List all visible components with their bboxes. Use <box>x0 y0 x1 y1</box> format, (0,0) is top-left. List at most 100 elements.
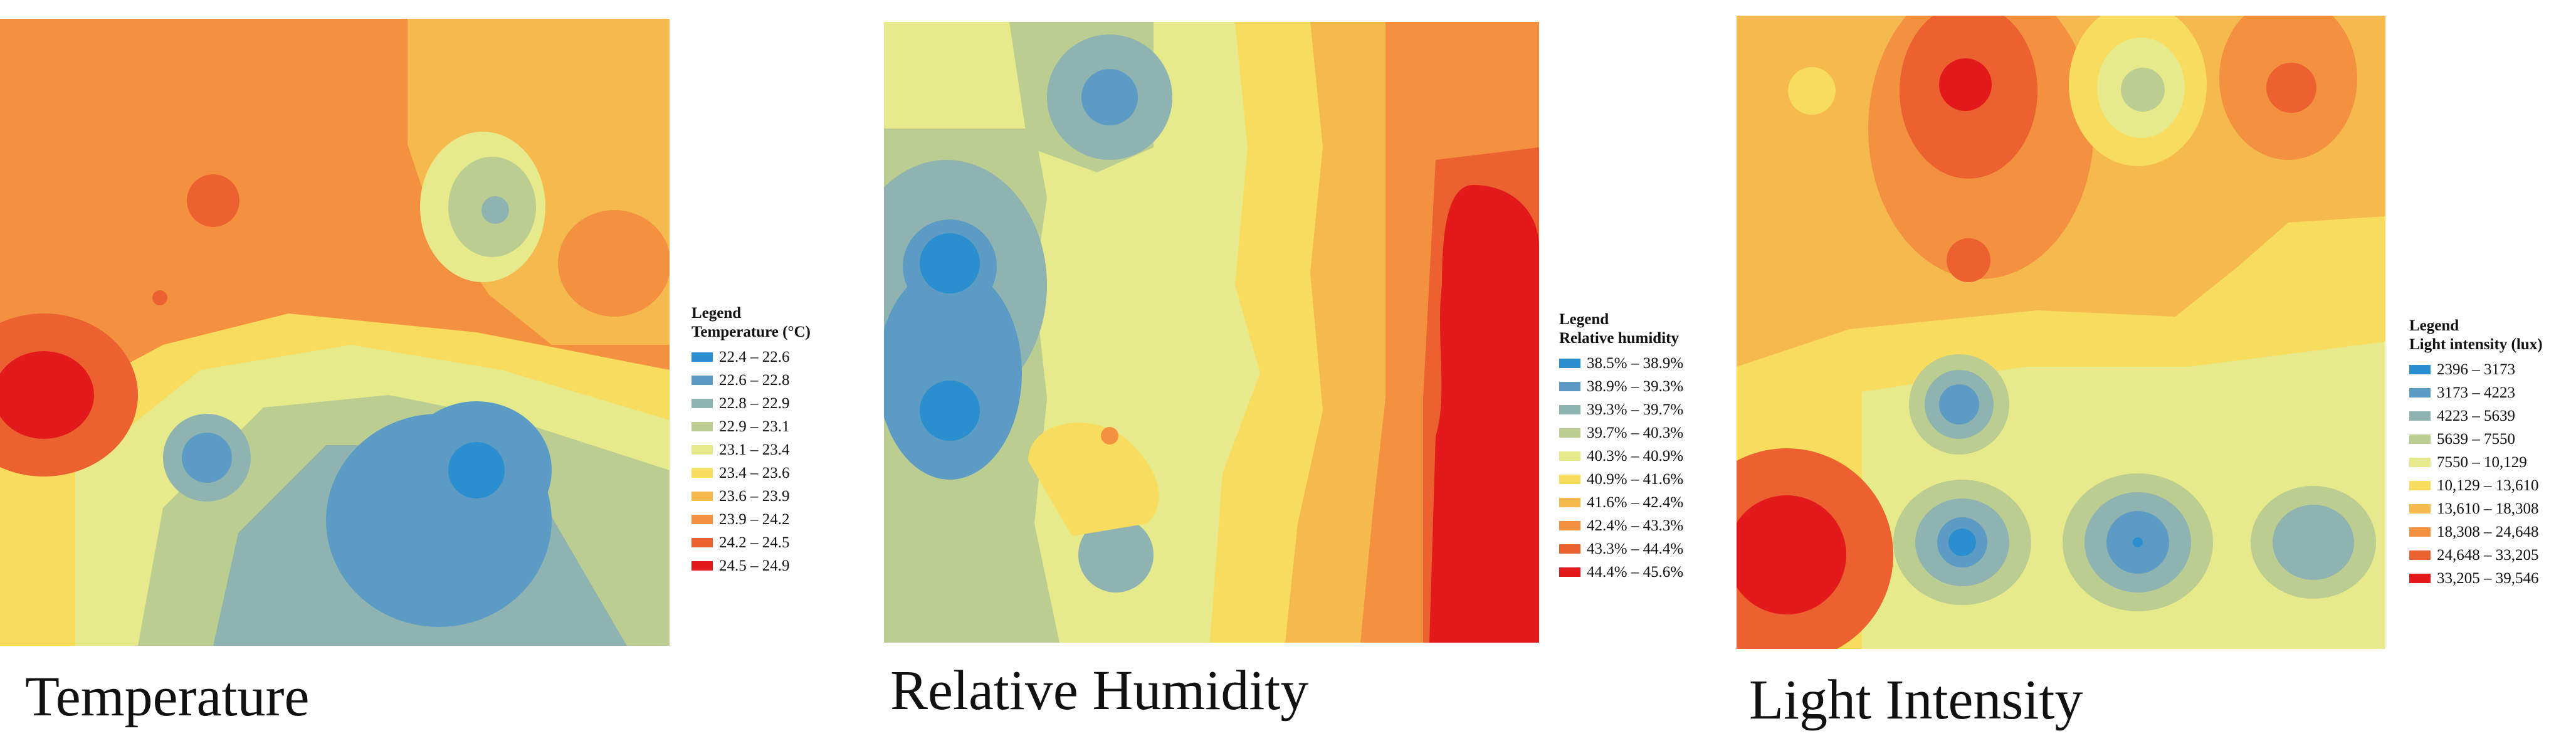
legend-label: 4223 – 5639 <box>2437 407 2515 424</box>
legend-label: 43.3% – 44.4% <box>1587 540 1684 557</box>
legend-label: 24.5 – 24.9 <box>719 557 790 574</box>
legend-label: 23.4 – 23.6 <box>719 464 790 482</box>
legend-item: 2396 – 3173 <box>2409 358 2543 381</box>
legend-subtitle: Temperature (°C) <box>691 324 811 340</box>
legend-item: 39.7% – 40.3% <box>1559 421 1683 445</box>
legend-swatch <box>1559 428 1580 438</box>
legend-swatch <box>1559 521 1580 530</box>
legend-item: 43.3% – 44.4% <box>1559 537 1683 561</box>
legend-swatch <box>2409 388 2431 398</box>
legend-item: 39.3% – 39.7% <box>1559 398 1683 421</box>
legend-label: 3173 – 4223 <box>2437 384 2515 401</box>
legend-item: 23.6 – 23.9 <box>691 485 811 508</box>
legend-swatch <box>691 561 713 571</box>
legend-swatch <box>1559 451 1580 461</box>
legend-label: 42.4% – 43.3% <box>1587 517 1684 534</box>
legend-item: 22.9 – 23.1 <box>691 415 811 438</box>
legend-item: 5639 – 7550 <box>2409 428 2543 451</box>
legend-item: 3173 – 4223 <box>2409 381 2543 404</box>
legend-item: 24,648 – 33,205 <box>2409 544 2543 567</box>
legend-items: 38.5% – 38.9% 38.9% – 39.3% 39.3% – 39.7… <box>1559 352 1683 584</box>
legend-label: 22.8 – 22.9 <box>719 394 790 412</box>
legend-label: 40.3% – 40.9% <box>1587 447 1684 465</box>
legend-swatch <box>691 445 713 455</box>
humidity-heatmap <box>884 22 1539 643</box>
legend-swatch <box>2409 481 2431 490</box>
legend-item: 38.9% – 39.3% <box>1559 375 1683 398</box>
legend-item: 40.3% – 40.9% <box>1559 445 1683 468</box>
legend-item: 7550 – 10,129 <box>2409 451 2543 474</box>
legend-item: 10,129 – 13,610 <box>2409 474 2543 497</box>
legend-label: 41.6% – 42.4% <box>1587 493 1684 511</box>
legend-item: 22.6 – 22.8 <box>691 369 811 392</box>
legend-label: 40.9% – 41.6% <box>1587 470 1684 488</box>
legend-swatch <box>2409 411 2431 421</box>
legend-swatch <box>691 538 713 547</box>
legend-title: Legend <box>1559 311 1609 328</box>
legend-label: 24.2 – 24.5 <box>719 534 790 551</box>
legend-swatch <box>691 422 713 431</box>
legend-label: 13,610 – 18,308 <box>2437 500 2539 517</box>
legend-title: Legend <box>2409 317 2459 334</box>
legend-label: 44.4% – 45.6% <box>1587 563 1684 581</box>
legend-label: 22.9 – 23.1 <box>719 418 790 435</box>
temperature-heatmap <box>0 19 670 646</box>
light-panel: Legend Light intensity (lux) 2396 – 3173… <box>1737 0 2576 753</box>
legend-swatch <box>691 352 713 362</box>
legend-label: 24,648 – 33,205 <box>2437 546 2539 564</box>
temperature-caption: Temperature <box>25 666 310 728</box>
legend-swatch <box>691 492 713 501</box>
legend-subtitle: Relative humidity <box>1559 330 1679 347</box>
legend-label: 38.5% – 38.9% <box>1587 354 1684 372</box>
legend-item: 23.1 – 23.4 <box>691 438 811 461</box>
legend-swatch <box>691 376 713 385</box>
temperature-legend: Legend Temperature (°C) 22.4 – 22.6 22.6… <box>691 304 811 577</box>
legend-label: 18,308 – 24,648 <box>2437 523 2539 540</box>
legend-item: 23.9 – 24.2 <box>691 508 811 531</box>
legend-item: 4223 – 5639 <box>2409 404 2543 428</box>
legend-swatch <box>2409 504 2431 513</box>
legend-label: 10,129 – 13,610 <box>2437 477 2539 494</box>
humidity-caption: Relative Humidity <box>890 660 1309 722</box>
legend-item: 44.4% – 45.6% <box>1559 561 1683 584</box>
legend-label: 22.4 – 22.6 <box>719 348 790 366</box>
light-legend: Legend Light intensity (lux) 2396 – 3173… <box>2409 317 2543 590</box>
light-caption: Light Intensity <box>1749 669 2083 731</box>
legend-item: 22.8 – 22.9 <box>691 392 811 415</box>
legend-item: 41.6% – 42.4% <box>1559 491 1683 514</box>
legend-item: 24.2 – 24.5 <box>691 531 811 554</box>
legend-item: 38.5% – 38.9% <box>1559 352 1683 375</box>
light-heatmap <box>1737 16 2385 649</box>
legend-item: 42.4% – 43.3% <box>1559 514 1683 537</box>
legend-swatch <box>1559 475 1580 484</box>
legend-swatch <box>2409 458 2431 467</box>
legend-label: 22.6 – 22.8 <box>719 371 790 389</box>
legend-item: 33,205 – 39,546 <box>2409 567 2543 590</box>
legend-swatch <box>2409 550 2431 560</box>
legend-swatch <box>2409 434 2431 444</box>
legend-swatch <box>691 399 713 408</box>
legend-item: 40.9% – 41.6% <box>1559 468 1683 491</box>
legend-item: 22.4 – 22.6 <box>691 345 811 369</box>
legend-item: 23.4 – 23.6 <box>691 461 811 485</box>
legend-label: 39.3% – 39.7% <box>1587 401 1684 418</box>
humidity-panel: Legend Relative humidity 38.5% – 38.9% 3… <box>871 0 1737 753</box>
legend-items: 2396 – 3173 3173 – 4223 4223 – 5639 5639… <box>2409 358 2543 590</box>
legend-label: 23.1 – 23.4 <box>719 441 790 458</box>
legend-swatch <box>1559 544 1580 554</box>
temperature-panel: Legend Temperature (°C) 22.4 – 22.6 22.6… <box>0 0 871 753</box>
legend-swatch <box>1559 405 1580 414</box>
legend-swatch <box>1559 567 1580 577</box>
legend-label: 7550 – 10,129 <box>2437 453 2527 471</box>
legend-label: 39.7% – 40.3% <box>1587 424 1684 441</box>
legend-title: Legend <box>691 305 742 322</box>
legend-swatch <box>2409 365 2431 374</box>
legend-item: 13,610 – 18,308 <box>2409 497 2543 520</box>
legend-swatch <box>1559 382 1580 391</box>
legend-label: 23.6 – 23.9 <box>719 487 790 505</box>
legend-swatch <box>691 515 713 524</box>
legend-label: 38.9% – 39.3% <box>1587 377 1684 395</box>
legend-items: 22.4 – 22.6 22.6 – 22.8 22.8 – 22.9 22.9… <box>691 345 811 577</box>
legend-swatch <box>691 468 713 478</box>
legend-label: 2396 – 3173 <box>2437 361 2515 378</box>
